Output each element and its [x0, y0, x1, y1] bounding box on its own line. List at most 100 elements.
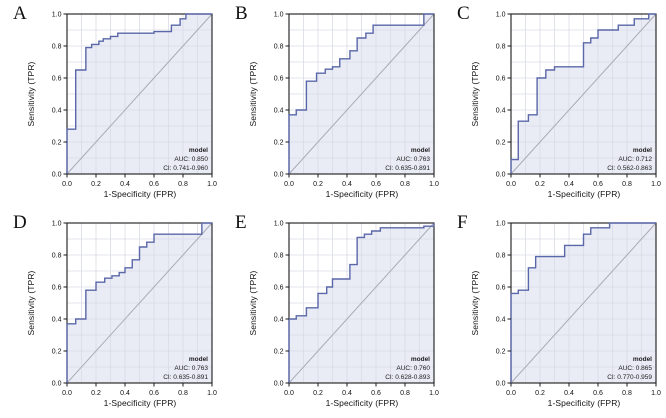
model-annotation: model AUC: 0.763 CI: 0.635-0.891 [385, 146, 430, 173]
roc-panel-b: 0.0 0.2 0.4 0.6 0.8 1.0 0.0 0.2 0.4 0.6 0.8 1.0 B S… [222, 0, 444, 209]
roc-plot-a: 0.0 0.2 0.4 0.6 0.8 1.0 0.0 0.2 0.4 0.6 0.8 1.0 [52, 12, 217, 189]
panel-label-b: B [235, 3, 248, 24]
panel-label-d: D [13, 212, 27, 233]
svg-text:0.2: 0.2 [52, 349, 62, 356]
y-axis-label: Sensitivity (TPR) [26, 61, 36, 127]
svg-text:1.0: 1.0 [496, 221, 506, 228]
svg-text:0.8: 0.8 [622, 390, 632, 397]
svg-text:0.4: 0.4 [496, 108, 506, 115]
panel-label-c: C [457, 3, 470, 24]
roc-plot-e: 0.0 0.2 0.4 0.6 0.8 1.0 0.0 0.2 0.4 0.6 0.8 1.0 [274, 221, 439, 398]
svg-text:0.8: 0.8 [400, 181, 410, 188]
roc-panel-f: 0.0 0.2 0.4 0.6 0.8 1.0 0.0 0.2 0.4 0.6 0.8 1.0 F S… [444, 209, 666, 418]
svg-text:0.4: 0.4 [564, 390, 574, 397]
roc-panel-d: 0.0 0.2 0.4 0.6 0.8 1.0 0.0 0.2 0.4 0.6 0.8 1.0 D S… [0, 209, 222, 418]
svg-text:0.0: 0.0 [496, 381, 506, 388]
ci-value: CI: 0.635-0.891 [385, 165, 430, 172]
svg-text:0.4: 0.4 [52, 108, 62, 115]
model-title: model [410, 356, 430, 363]
svg-text:0.4: 0.4 [120, 181, 130, 188]
svg-text:1.0: 1.0 [651, 390, 661, 397]
svg-text:1.0: 1.0 [429, 181, 439, 188]
panel-label-e: E [235, 212, 247, 233]
ci-value: CI: 0.635-0.891 [163, 374, 208, 381]
y-axis-label: Sensitivity (TPR) [248, 61, 258, 127]
roc-panel-a: 0.0 0.2 0.4 0.6 0.8 1.0 0.0 0.2 0.4 0.6 0.8 1.0 A S… [0, 0, 222, 209]
model-title: model [410, 147, 430, 154]
svg-text:0.0: 0.0 [62, 390, 72, 397]
svg-text:0.2: 0.2 [91, 390, 101, 397]
auc-value: AUC: 0.763 [396, 156, 430, 163]
svg-text:0.6: 0.6 [274, 76, 284, 83]
svg-text:1.0: 1.0 [207, 390, 217, 397]
svg-text:0.6: 0.6 [496, 285, 506, 292]
svg-text:0.0: 0.0 [284, 390, 294, 397]
svg-text:1.0: 1.0 [274, 12, 284, 19]
model-title: model [632, 356, 652, 363]
model-annotation: model AUC: 0.865 CI: 0.770-0.959 [607, 355, 652, 382]
model-annotation: model AUC: 0.760 CI: 0.628-0.893 [385, 355, 430, 382]
model-title: model [632, 147, 652, 154]
svg-text:0.0: 0.0 [506, 181, 516, 188]
auc-value: AUC: 0.865 [618, 365, 652, 372]
svg-text:0.6: 0.6 [52, 76, 62, 83]
svg-text:0.4: 0.4 [120, 390, 130, 397]
x-axis-label: 1-Specificity (FPR) [325, 398, 399, 408]
y-axis-label: Sensitivity (TPR) [248, 270, 258, 336]
svg-text:0.2: 0.2 [313, 181, 323, 188]
svg-text:0.8: 0.8 [400, 390, 410, 397]
svg-text:0.8: 0.8 [274, 44, 284, 51]
svg-text:0.4: 0.4 [274, 317, 284, 324]
model-annotation: model AUC: 0.712 CI: 0.562-0.863 [607, 146, 652, 173]
svg-text:0.4: 0.4 [564, 181, 574, 188]
ci-value: CI: 0.562-0.863 [607, 165, 652, 172]
svg-text:0.6: 0.6 [371, 390, 381, 397]
svg-text:0.6: 0.6 [496, 76, 506, 83]
svg-text:1.0: 1.0 [207, 181, 217, 188]
svg-text:0.2: 0.2 [313, 390, 323, 397]
svg-text:0.8: 0.8 [496, 44, 506, 51]
svg-text:0.2: 0.2 [91, 181, 101, 188]
svg-text:0.2: 0.2 [274, 349, 284, 356]
svg-text:0.0: 0.0 [274, 381, 284, 388]
auc-value: AUC: 0.763 [174, 365, 208, 372]
svg-text:0.0: 0.0 [496, 172, 506, 179]
svg-text:0.0: 0.0 [62, 181, 72, 188]
svg-text:0.8: 0.8 [622, 181, 632, 188]
roc-plot-d: 0.0 0.2 0.4 0.6 0.8 1.0 0.0 0.2 0.4 0.6 0.8 1.0 [52, 221, 217, 398]
x-axis-label: 1-Specificity (FPR) [547, 189, 621, 199]
svg-text:0.0: 0.0 [274, 172, 284, 179]
svg-text:1.0: 1.0 [274, 221, 284, 228]
x-axis-label: 1-Specificity (FPR) [547, 398, 621, 408]
svg-text:0.8: 0.8 [496, 253, 506, 260]
svg-text:0.0: 0.0 [52, 381, 62, 388]
svg-text:0.2: 0.2 [496, 349, 506, 356]
svg-text:1.0: 1.0 [496, 12, 506, 19]
svg-text:0.4: 0.4 [496, 317, 506, 324]
svg-text:0.8: 0.8 [274, 253, 284, 260]
panel-label-f: F [457, 212, 468, 233]
svg-text:0.2: 0.2 [274, 140, 284, 147]
svg-text:0.4: 0.4 [274, 108, 284, 115]
roc-panel-e: 0.0 0.2 0.4 0.6 0.8 1.0 0.0 0.2 0.4 0.6 0.8 1.0 E S… [222, 209, 444, 418]
panel-label-a: A [13, 3, 27, 24]
svg-text:0.4: 0.4 [342, 390, 352, 397]
y-axis-label: Sensitivity (TPR) [470, 270, 480, 336]
svg-text:0.6: 0.6 [593, 181, 603, 188]
roc-plot-c: 0.0 0.2 0.4 0.6 0.8 1.0 0.0 0.2 0.4 0.6 0.8 1.0 [496, 12, 661, 189]
model-annotation: model AUC: 0.850 CI: 0.741-0.960 [163, 146, 208, 173]
svg-text:0.8: 0.8 [178, 390, 188, 397]
model-title: model [188, 147, 208, 154]
svg-text:0.6: 0.6 [371, 181, 381, 188]
svg-text:0.6: 0.6 [52, 285, 62, 292]
svg-text:0.6: 0.6 [149, 181, 159, 188]
svg-text:1.0: 1.0 [52, 12, 62, 19]
svg-text:0.8: 0.8 [178, 181, 188, 188]
svg-text:0.6: 0.6 [149, 390, 159, 397]
y-axis-label: Sensitivity (TPR) [26, 270, 36, 336]
svg-text:0.0: 0.0 [506, 390, 516, 397]
svg-text:1.0: 1.0 [651, 181, 661, 188]
y-axis-label: Sensitivity (TPR) [470, 61, 480, 127]
ci-value: CI: 0.628-0.893 [385, 374, 430, 381]
